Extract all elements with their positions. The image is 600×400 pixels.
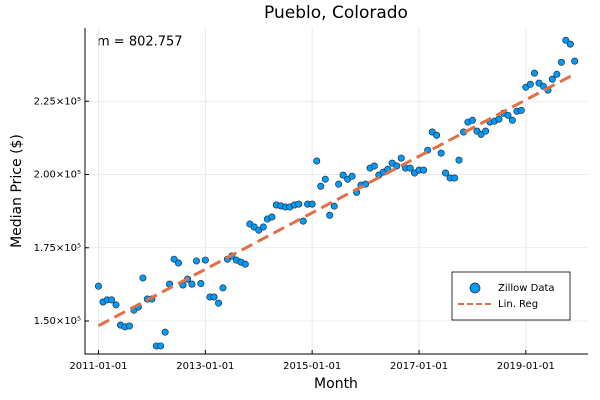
y-tick-label: 2.25×10⁵ [34,96,81,107]
data-point [330,202,338,210]
data-point [451,174,459,182]
data-point [495,115,503,123]
data-point [504,111,512,119]
data-point [482,127,490,135]
data-point [197,280,205,288]
data-point [530,69,538,77]
data-point [393,162,401,170]
data-point [562,36,570,44]
y-tick-label: 1.75×10⁵ [34,243,81,254]
data-point [442,169,450,177]
data-point [112,301,120,309]
data-point [210,293,218,301]
data-point [420,166,428,174]
data-point [157,342,165,350]
data-point [517,106,525,114]
data-point [201,256,209,264]
x-axis-label: Month [314,376,358,392]
data-point [335,180,343,188]
data-point [268,213,276,221]
data-point [406,164,414,172]
data-point [433,131,441,139]
data-point [108,296,116,304]
legend-box [451,271,571,321]
data-point [308,200,316,208]
data-point [161,328,169,336]
legend: Zillow Data Lin. Reg [451,271,571,321]
data-point [468,116,476,124]
data-point [571,57,579,65]
data-point [241,260,249,268]
x-tick-label: 2019-01-01 [497,361,555,372]
data-point [548,75,556,83]
data-point [299,217,307,225]
data-point [188,280,196,288]
data-point [326,211,334,219]
data-point [313,157,321,165]
data-point [566,40,574,48]
y-tick-label: 2.00×10⁵ [34,170,81,181]
data-point [553,70,561,78]
data-point [397,154,405,162]
data-point [370,162,378,170]
data-point [508,116,516,124]
axis-frame [84,28,588,355]
data-point [215,299,223,307]
data-point [321,175,329,183]
data-point [174,259,182,267]
legend-label: Lin. Reg [498,299,538,310]
data-point [437,149,445,157]
x-tick-label: 2013-01-01 [176,361,234,372]
x-tick-label: 2015-01-01 [283,361,341,372]
data-point [295,200,303,208]
data-point [557,58,565,66]
y-tick-label: 1.50×10⁵ [34,316,81,327]
data-point [317,182,325,190]
data-point [259,223,267,231]
chart-title: Pueblo, Colorado [264,3,408,23]
data-point [348,172,356,180]
data-point [94,282,102,290]
data-point [339,171,347,179]
y-axis-label: Median Price ($) [9,134,25,248]
data-point [539,82,547,90]
data-point [362,180,370,188]
data-point [139,274,147,282]
x-tick-label: 2011-01-01 [69,361,127,372]
data-point [125,322,133,330]
x-tick-label: 2017-01-01 [390,361,448,372]
annotation: m = 802.757 [97,35,183,50]
data-point [219,284,227,292]
data-point [526,80,534,88]
legend-marker [469,282,481,294]
data-point [170,255,178,263]
data-point [455,156,463,164]
legend-label: Zillow Data [498,283,555,294]
data-point [192,257,200,265]
